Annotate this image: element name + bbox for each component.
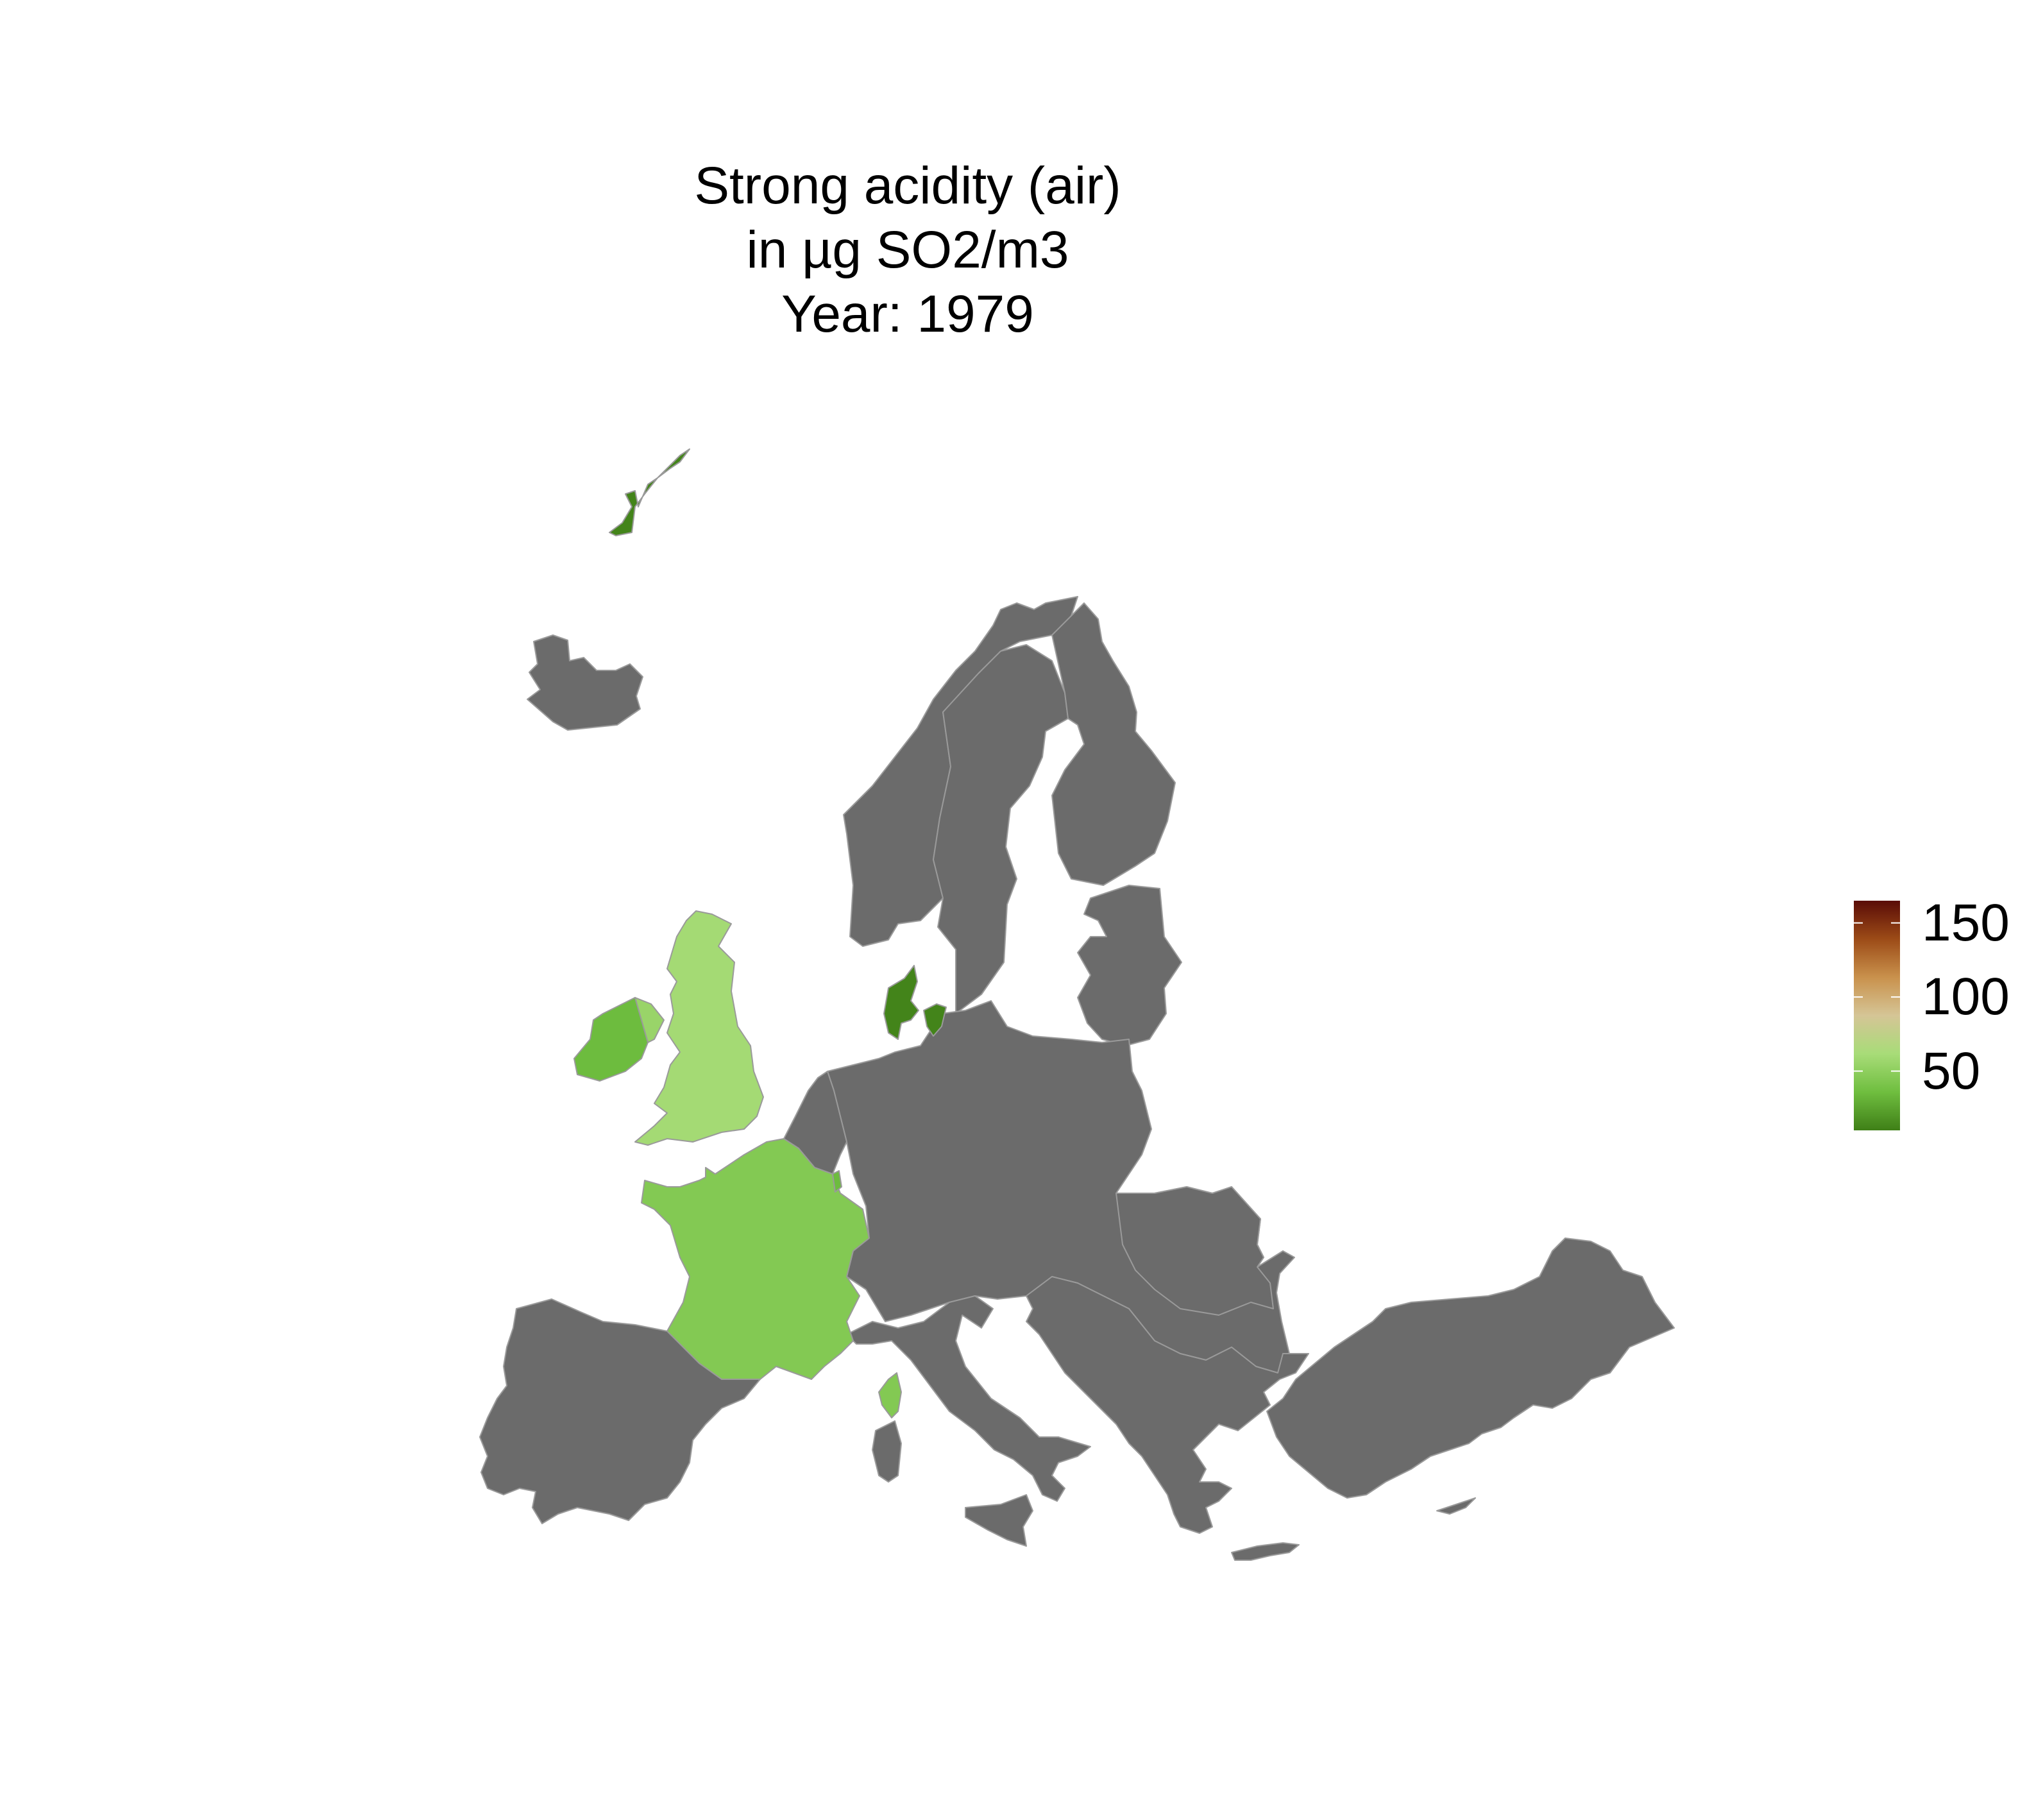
region-sardinia <box>872 1420 902 1483</box>
region-ireland <box>573 997 649 1082</box>
region-romania <box>1116 1186 1274 1316</box>
region-france <box>641 1138 870 1380</box>
title-line-2: in µg SO2/m3 <box>746 221 1069 279</box>
region-iceland <box>527 634 643 731</box>
region-united-kingdom <box>634 910 764 1146</box>
title-line-3: Year: 1979 <box>781 285 1034 343</box>
legend-color-bar <box>1854 901 1900 1130</box>
legend-gradient-rect <box>1854 901 1900 1130</box>
region-cyprus <box>1436 1497 1476 1515</box>
region-finland <box>1051 602 1176 886</box>
valued-countries <box>573 448 947 1418</box>
title-line-1: Strong acidity (air) <box>694 157 1121 215</box>
region-turkey <box>1266 1237 1675 1499</box>
legend-label-100: 100 <box>1922 967 2010 1026</box>
no-data-countries <box>479 596 1675 1561</box>
region-sweden <box>933 644 1069 1014</box>
region-balkans <box>1026 1276 1309 1534</box>
region-baltics <box>1077 885 1182 1046</box>
legend-ticks <box>1854 922 1900 1072</box>
legend-label-50: 50 <box>1922 1041 1981 1100</box>
map-title: Strong acidity (air) in µg SO2/m3 Year: … <box>513 154 1302 346</box>
region-faroe-islands <box>609 448 690 536</box>
region-crete <box>1231 1542 1300 1561</box>
region-denmark-zealand <box>923 1003 947 1037</box>
legend-label-150: 150 <box>1922 893 2010 952</box>
region-northern-ireland <box>634 997 665 1043</box>
region-denmark <box>883 965 919 1040</box>
region-sicily <box>965 1494 1033 1547</box>
region-corsica <box>878 1372 902 1418</box>
region-luxembourg <box>832 1170 842 1193</box>
region-italy <box>846 1295 1091 1502</box>
